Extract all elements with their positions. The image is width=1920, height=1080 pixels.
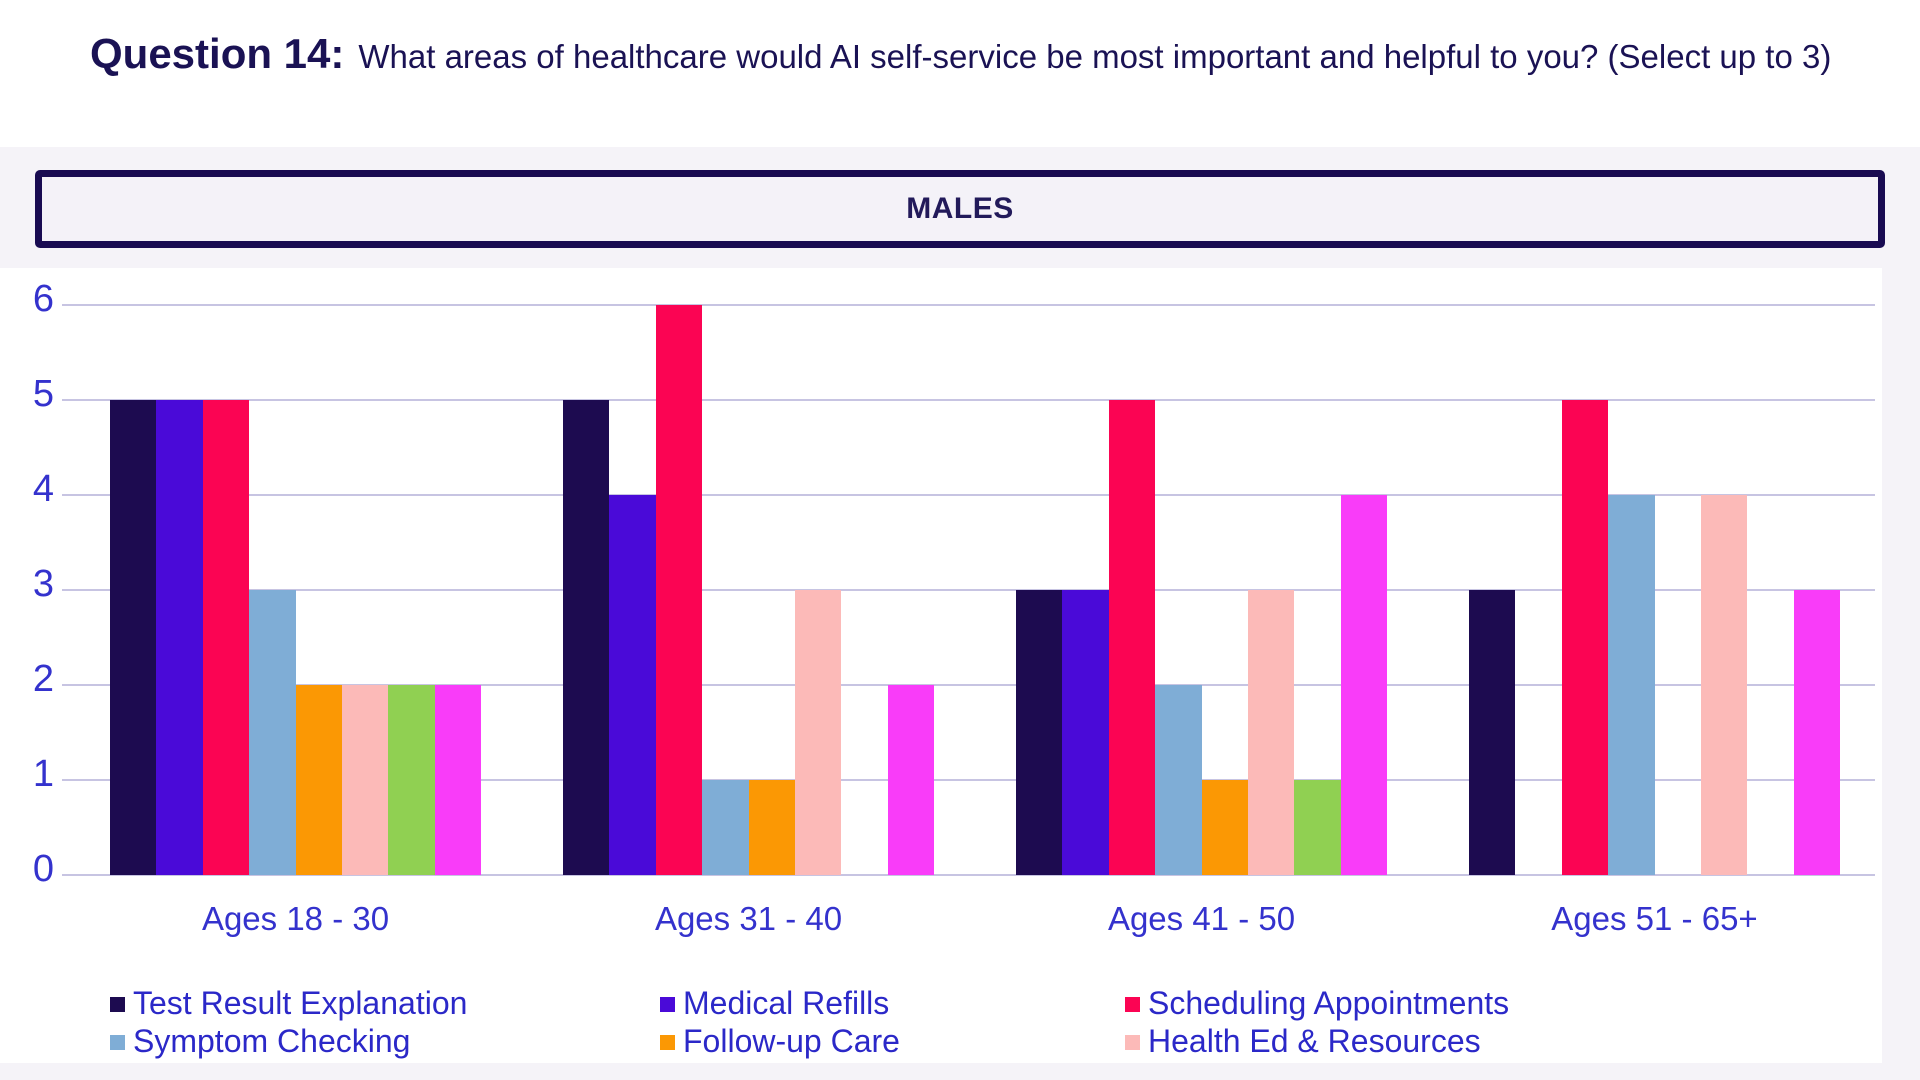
legend-item-label: Medical Refills: [683, 984, 890, 1021]
x-axis-category-label: Ages 18 - 30: [201, 900, 390, 937]
legend-item-label: Health Ed & Resources: [1148, 1022, 1481, 1059]
legend-item-label: Follow-up Care: [683, 1022, 900, 1059]
legend-item: Scheduling Appointments: [1125, 985, 1509, 1022]
legend-item: Test Result Explanation: [110, 985, 660, 1022]
x-axis-labels: Ages 18 - 30 Ages 31 - 40 Ages 41 - 50 Ages…: [110, 900, 1875, 938]
bar: [1294, 780, 1341, 875]
bar-group: [1469, 305, 1840, 875]
x-axis-category-label: Ages 51 - 65+: [1551, 900, 1758, 937]
legend-swatch-icon: [660, 1034, 675, 1050]
legend-item: Health Ed & Resources: [1125, 1023, 1509, 1060]
bar: [887, 685, 934, 875]
bar: [388, 685, 435, 875]
gridline: [62, 779, 1875, 781]
bar: [110, 400, 157, 875]
plot-area: 0 1 2 3 4 5 6: [33, 280, 1875, 888]
bar: [1016, 590, 1063, 875]
legend-item: Symptom Checking: [110, 1023, 660, 1060]
bar: [1469, 590, 1516, 875]
bar: [249, 590, 296, 875]
legend-swatch-icon: [660, 996, 675, 1012]
y-axis-tick-label: 4: [32, 468, 54, 510]
legend-item: Medical Refills: [660, 985, 1125, 1022]
legend-item-label: Symptom Checking: [133, 1022, 411, 1059]
y-axis-tick-label: 1: [32, 753, 54, 795]
legend-swatch-icon: [1125, 1034, 1140, 1050]
bar: [1201, 780, 1248, 875]
bar: [794, 590, 842, 875]
question-title: Question 14: What areas of healthcare wou…: [0, 0, 1920, 147]
bar: [156, 400, 203, 875]
question-number: Question 14:: [90, 30, 345, 77]
gridline: [62, 399, 1875, 401]
bar-group: [1016, 305, 1387, 875]
gridline: [62, 684, 1875, 686]
bar: [1155, 685, 1202, 875]
bar: [563, 400, 610, 875]
gridline: [62, 589, 1875, 591]
bar: [655, 305, 703, 875]
y-axis-tick-label: 5: [32, 373, 54, 415]
bar-group: [110, 305, 481, 875]
legend-swatch-icon: [110, 1034, 125, 1050]
y-axis-tick-label: 3: [32, 563, 54, 605]
bar: [1793, 590, 1840, 875]
bar: [1700, 495, 1748, 875]
y-axis-tick-label: 0: [32, 848, 54, 890]
bar: [609, 495, 656, 875]
bar: [434, 685, 481, 875]
legend-item: Follow-up Care: [660, 1023, 1125, 1060]
bar-chart: 0 1 2 3 4 5 6 Ages 18 - 30 Ages 31 - 40 Ages 41 …: [0, 268, 1882, 1063]
bar: [341, 685, 389, 875]
x-axis-category-label: Ages 31 - 40: [654, 900, 843, 937]
x-axis-category-label: Ages 41 - 50: [1107, 900, 1296, 937]
bar: [1608, 495, 1655, 875]
bar: [295, 685, 342, 875]
y-axis-tick-label: 6: [32, 278, 54, 320]
legend-swatch-icon: [1125, 996, 1140, 1012]
bar-group: [563, 305, 934, 875]
gridline: [62, 874, 1875, 876]
bar: [1340, 495, 1387, 875]
bar: [1062, 590, 1109, 875]
group-header-box: MALES: [35, 170, 1885, 248]
y-axis-tick-label: 2: [32, 658, 54, 700]
gridline: [62, 304, 1875, 306]
bar: [1561, 400, 1609, 875]
legend-item-label: Test Result Explanation: [133, 984, 468, 1021]
bar: [1108, 400, 1156, 875]
group-header-label: MALES: [906, 192, 1014, 225]
bars-container: [110, 305, 1840, 875]
bar: [1247, 590, 1295, 875]
bar: [702, 780, 749, 875]
gridline: [62, 494, 1875, 496]
question-text: What areas of healthcare would AI self-s…: [358, 38, 1832, 75]
legend-item-label: Scheduling Appointments: [1148, 984, 1510, 1021]
legend-swatch-icon: [110, 996, 125, 1012]
bar: [202, 400, 250, 875]
bar: [748, 780, 795, 875]
chart-legend: Test Result Explanation Medical Refills Sc…: [110, 984, 1509, 1060]
